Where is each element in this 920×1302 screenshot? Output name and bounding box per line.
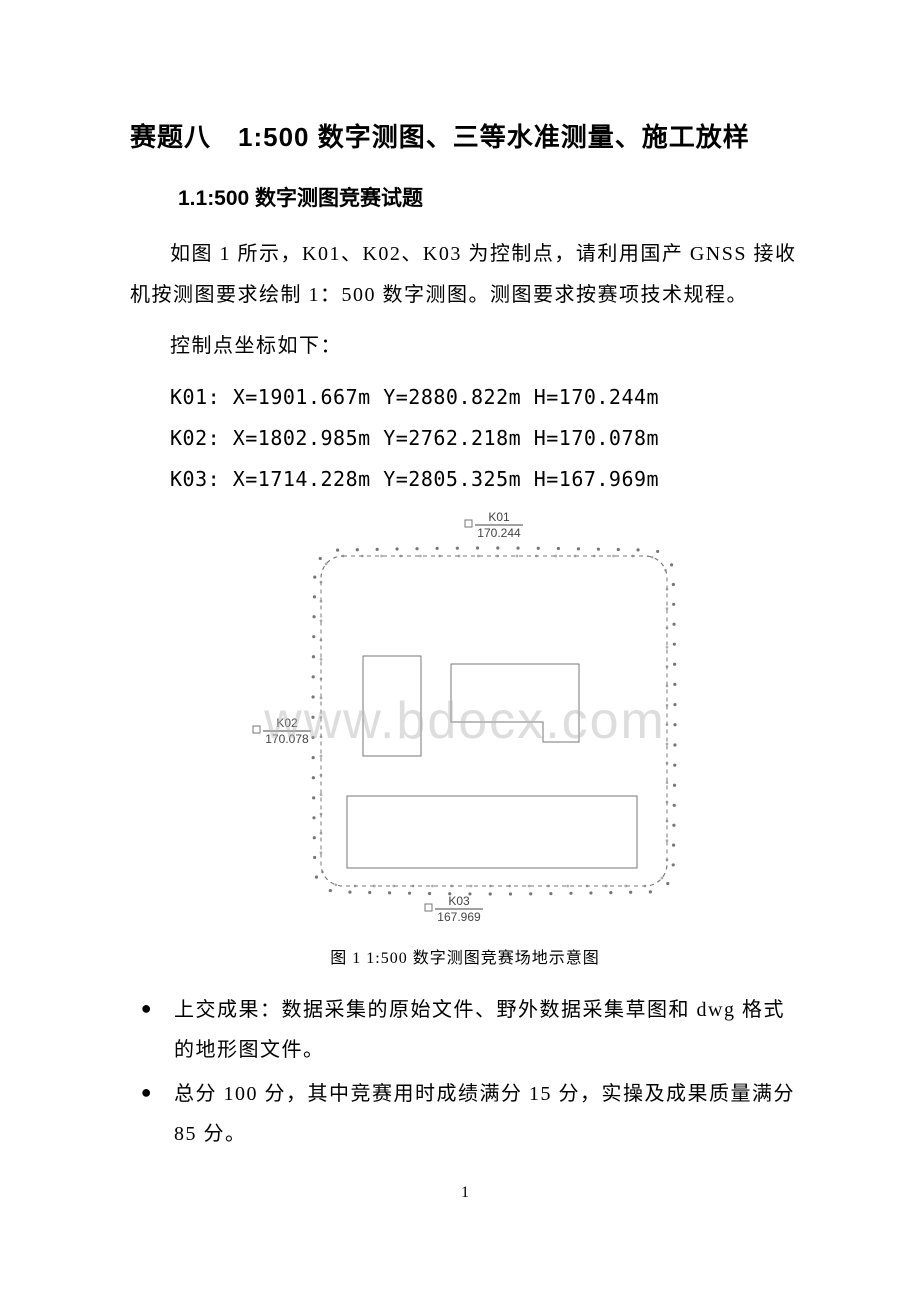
bullet-deliverables: 上交成果：数据采集的原始文件、野外数据采集草图和 dwg 格式的地形图文件。: [130, 990, 800, 1070]
svg-text:170.244: 170.244: [477, 526, 521, 540]
site-diagram: K01 170.244 K02 170.078 K03 167.969: [235, 506, 695, 936]
page-number: 1: [130, 1184, 800, 1202]
section-heading: 1.1:500 数字测图竞赛试题: [178, 182, 800, 212]
coord-k01: K01: X=1901.667m Y=2880.822m H=170.244m: [130, 377, 800, 418]
coord-header: 控制点坐标如下：: [130, 326, 800, 367]
svg-text:K02: K02: [276, 716, 298, 730]
intro-paragraph: 如图 1 所示，K01、K02、K03 为控制点，请利用国产 GNSS 接收机按…: [130, 234, 800, 316]
coord-k03: K03: X=1714.228m Y=2805.325m H=167.969m: [130, 459, 800, 500]
svg-text:K03: K03: [448, 894, 470, 908]
bullet-scoring: 总分 100 分，其中竞赛用时成绩满分 15 分，实操及成果质量满分 85 分。: [130, 1074, 800, 1154]
coord-k02: K02: X=1802.985m Y=2762.218m H=170.078m: [130, 418, 800, 459]
page-title: 赛题八 1:500 数字测图、三等水准测量、施工放样: [130, 117, 800, 154]
document-page: 赛题八 1:500 数字测图、三等水准测量、施工放样 1.1:500 数字测图竞…: [0, 0, 920, 1262]
svg-text:170.078: 170.078: [265, 732, 309, 746]
figure-container: www.bdocx.com K01170.244K02170.078K03167…: [130, 506, 800, 936]
svg-text:167.969: 167.969: [437, 910, 481, 924]
figure-caption: 图 1 1:500 数字测图竞赛场地示意图: [130, 944, 800, 968]
svg-text:K01: K01: [488, 510, 510, 524]
bullet-list: 上交成果：数据采集的原始文件、野外数据采集草图和 dwg 格式的地形图文件。 总…: [130, 990, 800, 1154]
